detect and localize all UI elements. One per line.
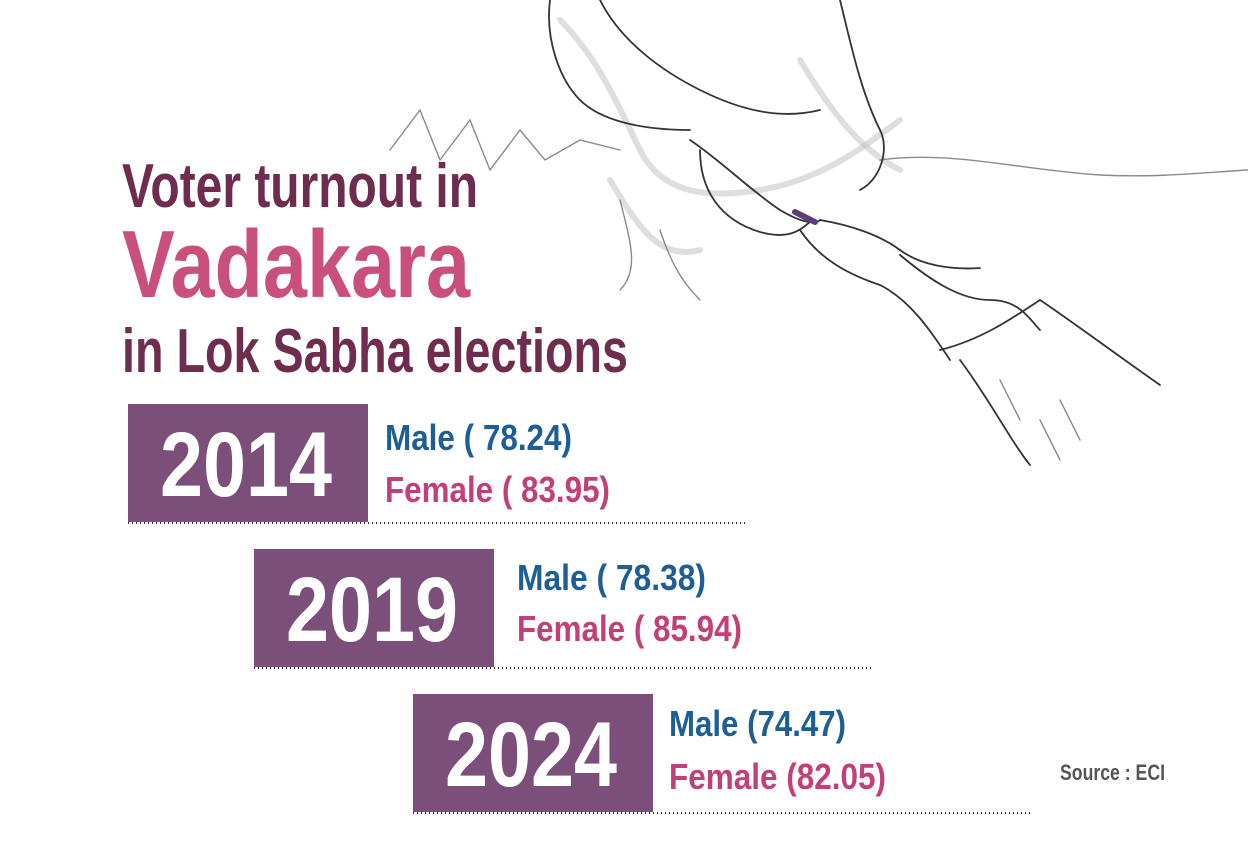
- male-turnout: Male (74.47): [669, 703, 846, 744]
- title-highlight: Vadakara: [122, 211, 471, 318]
- year-box: [413, 694, 653, 812]
- male-turnout: Male ( 78.24): [385, 417, 572, 458]
- source-note: Source : ECI: [1060, 760, 1165, 785]
- title-line: in Lok Sabha elections: [122, 317, 628, 386]
- year-label: 2014: [160, 414, 332, 516]
- year-label: 2019: [286, 559, 458, 661]
- voting-illustration: [389, 0, 1248, 466]
- year-label: 2024: [445, 704, 617, 806]
- female-turnout: Female ( 83.95): [385, 469, 610, 510]
- title-line: Voter turnout in: [122, 152, 478, 221]
- male-turnout: Male ( 78.38): [517, 557, 706, 598]
- year-box: [254, 549, 494, 667]
- female-turnout: Female ( 85.94): [517, 608, 742, 649]
- female-turnout: Female (82.05): [669, 756, 886, 797]
- year-box: [128, 404, 368, 522]
